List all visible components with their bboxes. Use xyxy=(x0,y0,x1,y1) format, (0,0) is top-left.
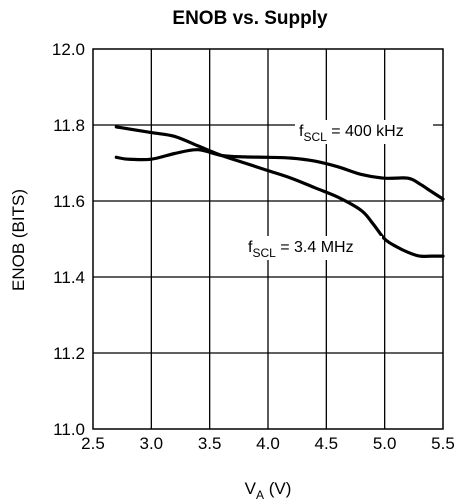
x-tick-label: 5.5 xyxy=(431,434,455,453)
x-tick-label: 4.0 xyxy=(256,434,280,453)
annotation-background xyxy=(295,120,433,144)
x-tick-label: 5.0 xyxy=(373,434,397,453)
annotation-400khz: fSCL = 400 kHz xyxy=(299,123,404,144)
x-tick-label: 2.5 xyxy=(81,434,105,453)
y-tick-label: 11.0 xyxy=(53,420,85,439)
series-layer xyxy=(114,125,445,258)
y-tick-label: 12.0 xyxy=(52,40,85,59)
annotation-layer: fSCL = 400 kHz fSCL = 3.4 MHz xyxy=(244,120,433,260)
y-tick-label: 11.4 xyxy=(53,268,85,287)
x-tick-label: 4.5 xyxy=(315,434,339,453)
x-axis-label-rest: (V) xyxy=(264,479,291,498)
annotation-background xyxy=(244,236,382,260)
plot-frame xyxy=(92,48,444,430)
tick-label-layer: 2.5 3.0 3.5 4.0 4.5 5.0 5.5 11.0 11.2 11.4 11.6 11.… xyxy=(52,40,455,453)
y-axis-label: ENOB (BITS) xyxy=(9,189,28,291)
series-line-3p4mhz xyxy=(114,125,445,258)
y-tick-label: 11.6 xyxy=(53,192,85,211)
x-axis-label-sub: A xyxy=(256,488,264,501)
x-tick-label: 3.0 xyxy=(140,434,164,453)
annotation-3p4mhz: fSCL = 3.4 MHz xyxy=(248,239,354,260)
x-tick-label: 3.5 xyxy=(198,434,222,453)
plot-border xyxy=(92,48,444,430)
chart-title: ENOB vs. Supply xyxy=(172,8,328,29)
y-tick-label: 11.2 xyxy=(53,344,85,363)
y-tick-label: 11.8 xyxy=(53,116,85,135)
x-axis-label-main: V xyxy=(245,479,257,498)
x-axis-label: VA (V) xyxy=(245,479,292,501)
series-line-400khz xyxy=(114,148,445,201)
